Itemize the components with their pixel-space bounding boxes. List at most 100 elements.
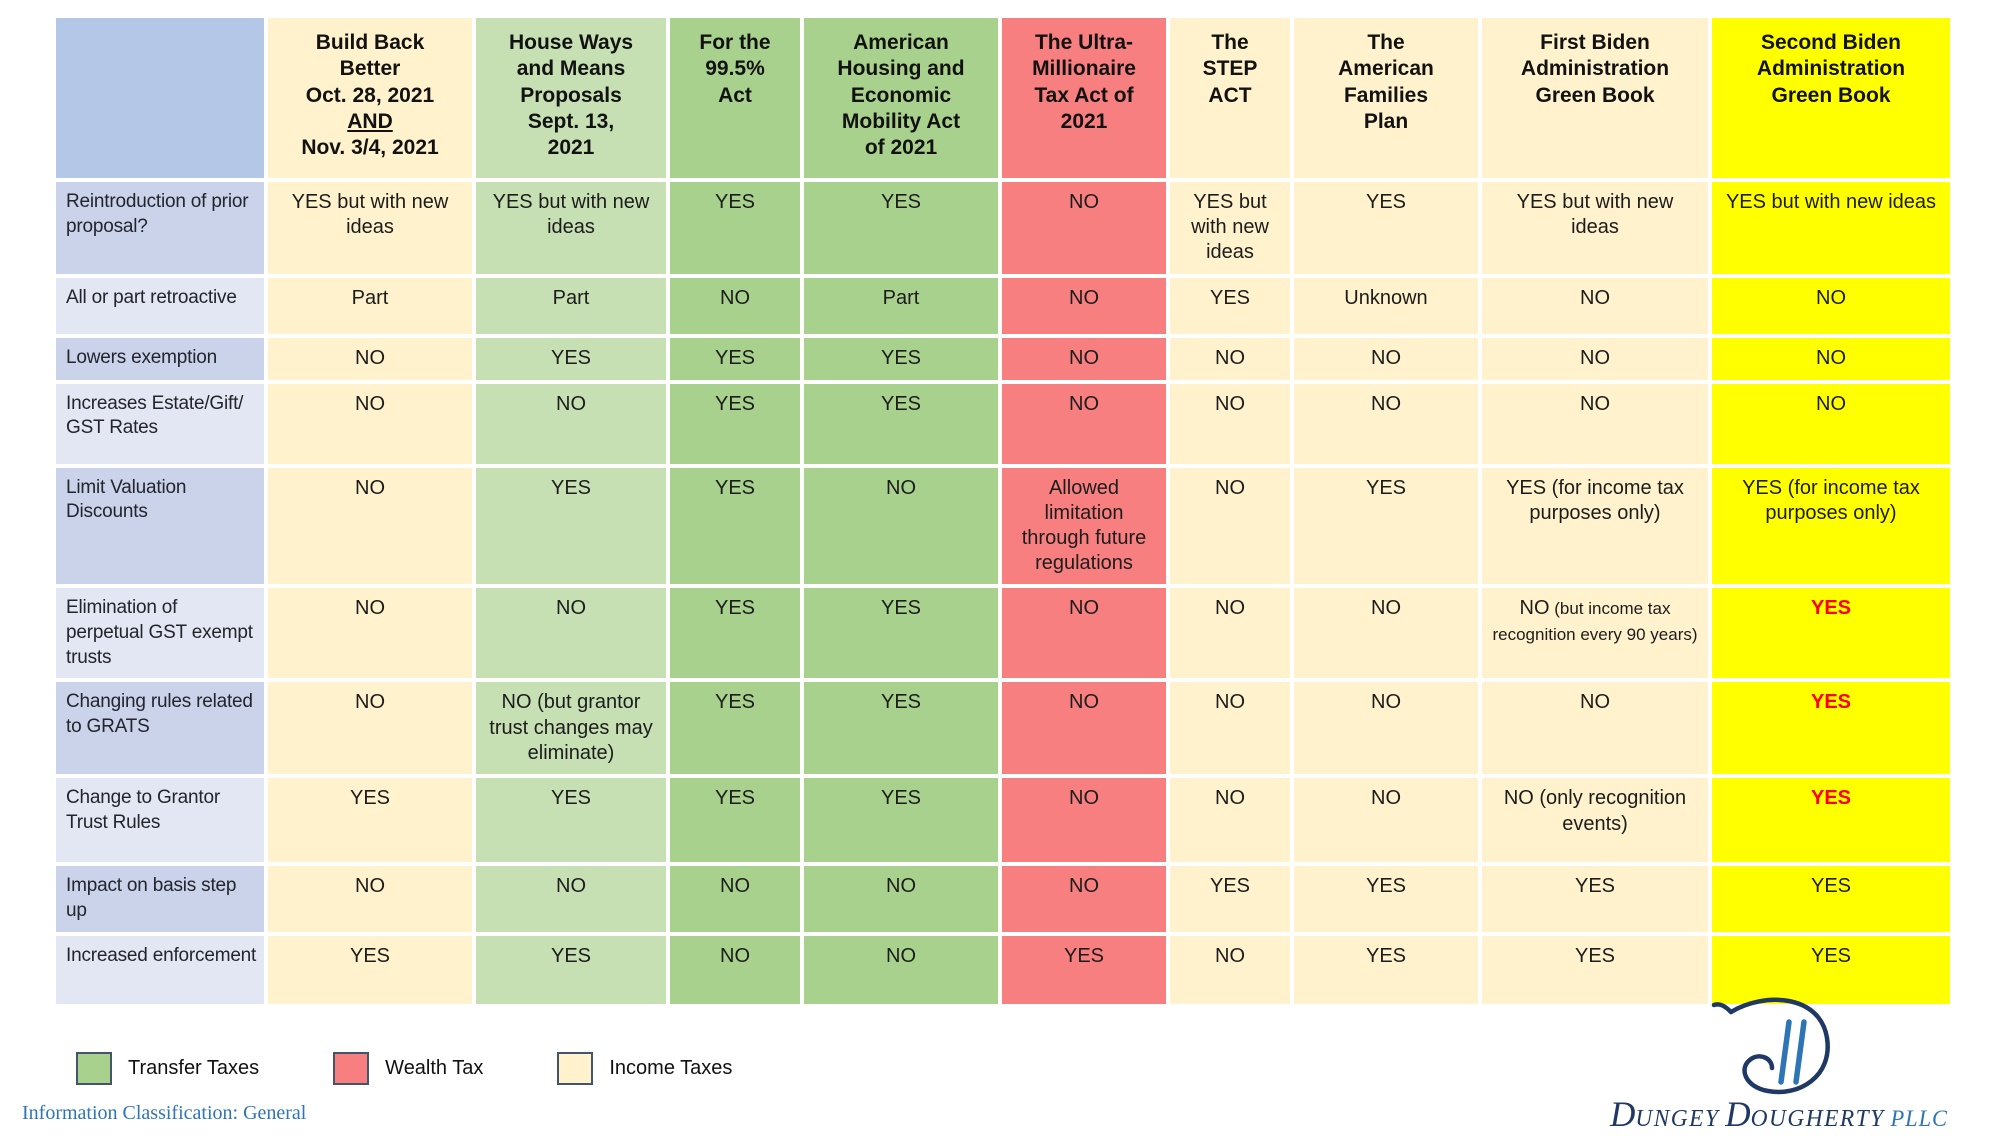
cell-american-housing-economic-mobility: NO bbox=[804, 467, 998, 585]
cell-american-families-plan: NO bbox=[1294, 682, 1478, 775]
cell-american-families-plan: YES bbox=[1294, 866, 1478, 932]
cell-second-biden-green-book: YES bbox=[1712, 866, 1950, 932]
table-body: Reintroduction of prior proposal? YES but… bbox=[56, 182, 1950, 1004]
cell-step-act: YES bbox=[1170, 866, 1290, 932]
cell-step-act: NO bbox=[1170, 682, 1290, 775]
cell-house-ways-and-means: YES bbox=[476, 935, 666, 1004]
cell-american-families-plan: NO bbox=[1294, 383, 1478, 464]
cell-for-the-99-5-act: YES bbox=[670, 182, 800, 274]
cell-american-families-plan: YES bbox=[1294, 467, 1478, 585]
cell-second-biden-green-book: NO bbox=[1712, 383, 1950, 464]
cell-first-biden-green-book: YES bbox=[1482, 866, 1708, 932]
cell-second-biden-green-book: YES bbox=[1712, 682, 1950, 775]
cell-for-the-99-5-act: NO bbox=[670, 277, 800, 334]
cell-second-biden-green-book: YES (for income tax purposes only) bbox=[1712, 467, 1950, 585]
cell-american-housing-economic-mobility: NO bbox=[804, 935, 998, 1004]
column-header-american-families-plan: The American Families Plan bbox=[1294, 18, 1478, 178]
cell-step-act: YES bbox=[1170, 277, 1290, 334]
column-header-house-ways-and-means: House Ways and Means Proposals Sept. 13, 202… bbox=[476, 18, 666, 178]
cell-american-housing-economic-mobility: YES bbox=[804, 778, 998, 863]
cell-ultra-millionaire-tax-act: NO bbox=[1002, 337, 1166, 380]
cell-american-families-plan: NO bbox=[1294, 337, 1478, 380]
cell-for-the-99-5-act: NO bbox=[670, 866, 800, 932]
cell-ultra-millionaire-tax-act: NO bbox=[1002, 277, 1166, 334]
logo-monogram-icon: DUNGEY DOUGHERTY PLLC bbox=[1609, 997, 1948, 1134]
cell-build-back-better: YES but with new ideas bbox=[268, 182, 472, 274]
row-label: Increased enforcement bbox=[56, 935, 264, 1004]
cell-build-back-better: NO bbox=[268, 383, 472, 464]
cell-second-biden-green-book: NO bbox=[1712, 337, 1950, 380]
cell-house-ways-and-means: Part bbox=[476, 277, 666, 334]
row-label: Impact on basis step up bbox=[56, 866, 264, 932]
cell-step-act: NO bbox=[1170, 935, 1290, 1004]
cell-for-the-99-5-act: NO bbox=[670, 935, 800, 1004]
cell-american-families-plan: YES bbox=[1294, 182, 1478, 274]
cell-second-biden-green-book: YES bbox=[1712, 935, 1950, 1004]
cell-for-the-99-5-act: YES bbox=[670, 337, 800, 380]
column-header-build-back-better: Build Back Better Oct. 28, 2021 AND Nov. 3/4… bbox=[268, 18, 472, 178]
classification-text: Information Classification: General bbox=[22, 1102, 307, 1124]
row-label: Lowers exemption bbox=[56, 337, 264, 380]
cell-house-ways-and-means: YES bbox=[476, 778, 666, 863]
logo-wordmark: DUNGEY DOUGHERTY PLLC bbox=[1609, 1094, 1948, 1134]
cell-step-act: YES but with new ideas bbox=[1170, 182, 1290, 274]
table-header: Build Back Better Oct. 28, 2021 AND Nov. 3/4… bbox=[56, 18, 1950, 178]
cell-first-biden-green-book: YES (for income tax purposes only) bbox=[1482, 467, 1708, 585]
cell-for-the-99-5-act: YES bbox=[670, 467, 800, 585]
cell-for-the-99-5-act: YES bbox=[670, 778, 800, 863]
cell-american-housing-economic-mobility: NO bbox=[804, 866, 998, 932]
legend: Transfer Taxes Wealth Tax Income Taxes bbox=[76, 1051, 2000, 1085]
row-label: Increases Estate/Gift/ GST Rates bbox=[56, 383, 264, 464]
tax-proposal-comparison-table: Build Back Better Oct. 28, 2021 AND Nov. 3/4… bbox=[52, 14, 1954, 1008]
cell-build-back-better: NO bbox=[268, 337, 472, 380]
cell-house-ways-and-means: NO bbox=[476, 866, 666, 932]
cell-second-biden-green-book: YES bbox=[1712, 778, 1950, 863]
cell-first-biden-green-book: YES bbox=[1482, 935, 1708, 1004]
legend-swatch-icon bbox=[76, 1051, 112, 1085]
row-label: Limit Valuation Discounts bbox=[56, 467, 264, 585]
cell-ultra-millionaire-tax-act: NO bbox=[1002, 866, 1166, 932]
cell-american-housing-economic-mobility: YES bbox=[804, 337, 998, 380]
column-header-first-biden-green-book: First Biden Administration Green Book bbox=[1482, 18, 1708, 178]
row-label: Changing rules related to GRATS bbox=[56, 682, 264, 775]
cell-american-housing-economic-mobility: Part bbox=[804, 277, 998, 334]
cell-ultra-millionaire-tax-act: YES bbox=[1002, 935, 1166, 1004]
legend-label: Wealth Tax bbox=[385, 1056, 484, 1079]
cell-house-ways-and-means: NO bbox=[476, 588, 666, 679]
cell-house-ways-and-means: NO bbox=[476, 383, 666, 464]
legend-item-transfer-taxes: Transfer Taxes bbox=[76, 1051, 260, 1085]
cell-first-biden-green-book: NO bbox=[1482, 337, 1708, 380]
cell-second-biden-green-book: NO bbox=[1712, 277, 1950, 334]
cell-step-act: NO bbox=[1170, 337, 1290, 380]
cell-house-ways-and-means: YES bbox=[476, 337, 666, 380]
row-label: Reintroduction of prior proposal? bbox=[56, 182, 264, 274]
column-header-row-label bbox=[56, 18, 264, 178]
cell-american-families-plan: NO bbox=[1294, 778, 1478, 863]
cell-build-back-better: NO bbox=[268, 467, 472, 585]
cell-build-back-better: NO bbox=[268, 682, 472, 775]
cell-for-the-99-5-act: YES bbox=[670, 383, 800, 464]
firm-logo: DUNGEY DOUGHERTY PLLC bbox=[1608, 988, 1952, 1138]
cell-american-housing-economic-mobility: YES bbox=[804, 383, 998, 464]
cell-house-ways-and-means: NO (but grantor trust changes may elimin… bbox=[476, 682, 666, 775]
row-label: Elimination of perpetual GST exempt trus… bbox=[56, 588, 264, 679]
legend-item-income-taxes: Income Taxes bbox=[557, 1051, 733, 1085]
cell-for-the-99-5-act: YES bbox=[670, 682, 800, 775]
cell-build-back-better: YES bbox=[268, 935, 472, 1004]
column-header-step-act: The STEP ACT bbox=[1170, 18, 1290, 178]
cell-step-act: NO bbox=[1170, 383, 1290, 464]
cell-first-biden-green-book: YES but with new ideas bbox=[1482, 182, 1708, 274]
legend-label: Income Taxes bbox=[609, 1056, 733, 1079]
column-header-american-housing-economic-mobility: American Housing and Economic Mobility Act o… bbox=[804, 18, 998, 178]
cell-american-families-plan: YES bbox=[1294, 935, 1478, 1004]
cell-ultra-millionaire-tax-act: NO bbox=[1002, 682, 1166, 775]
cell-second-biden-green-book: YES but with new ideas bbox=[1712, 182, 1950, 274]
column-header-ultra-millionaire-tax-act: The Ultra- Millionaire Tax Act of 2021 bbox=[1002, 18, 1166, 178]
cell-american-families-plan: Unknown bbox=[1294, 277, 1478, 334]
cell-first-biden-green-book: NO bbox=[1482, 383, 1708, 464]
cell-first-biden-green-book: NO bbox=[1482, 682, 1708, 775]
legend-swatch-icon bbox=[557, 1051, 594, 1085]
cell-ultra-millionaire-tax-act: Allowed limitation through future regula… bbox=[1002, 467, 1166, 585]
legend-label: Transfer Taxes bbox=[128, 1056, 260, 1079]
cell-american-housing-economic-mobility: YES bbox=[804, 182, 998, 274]
